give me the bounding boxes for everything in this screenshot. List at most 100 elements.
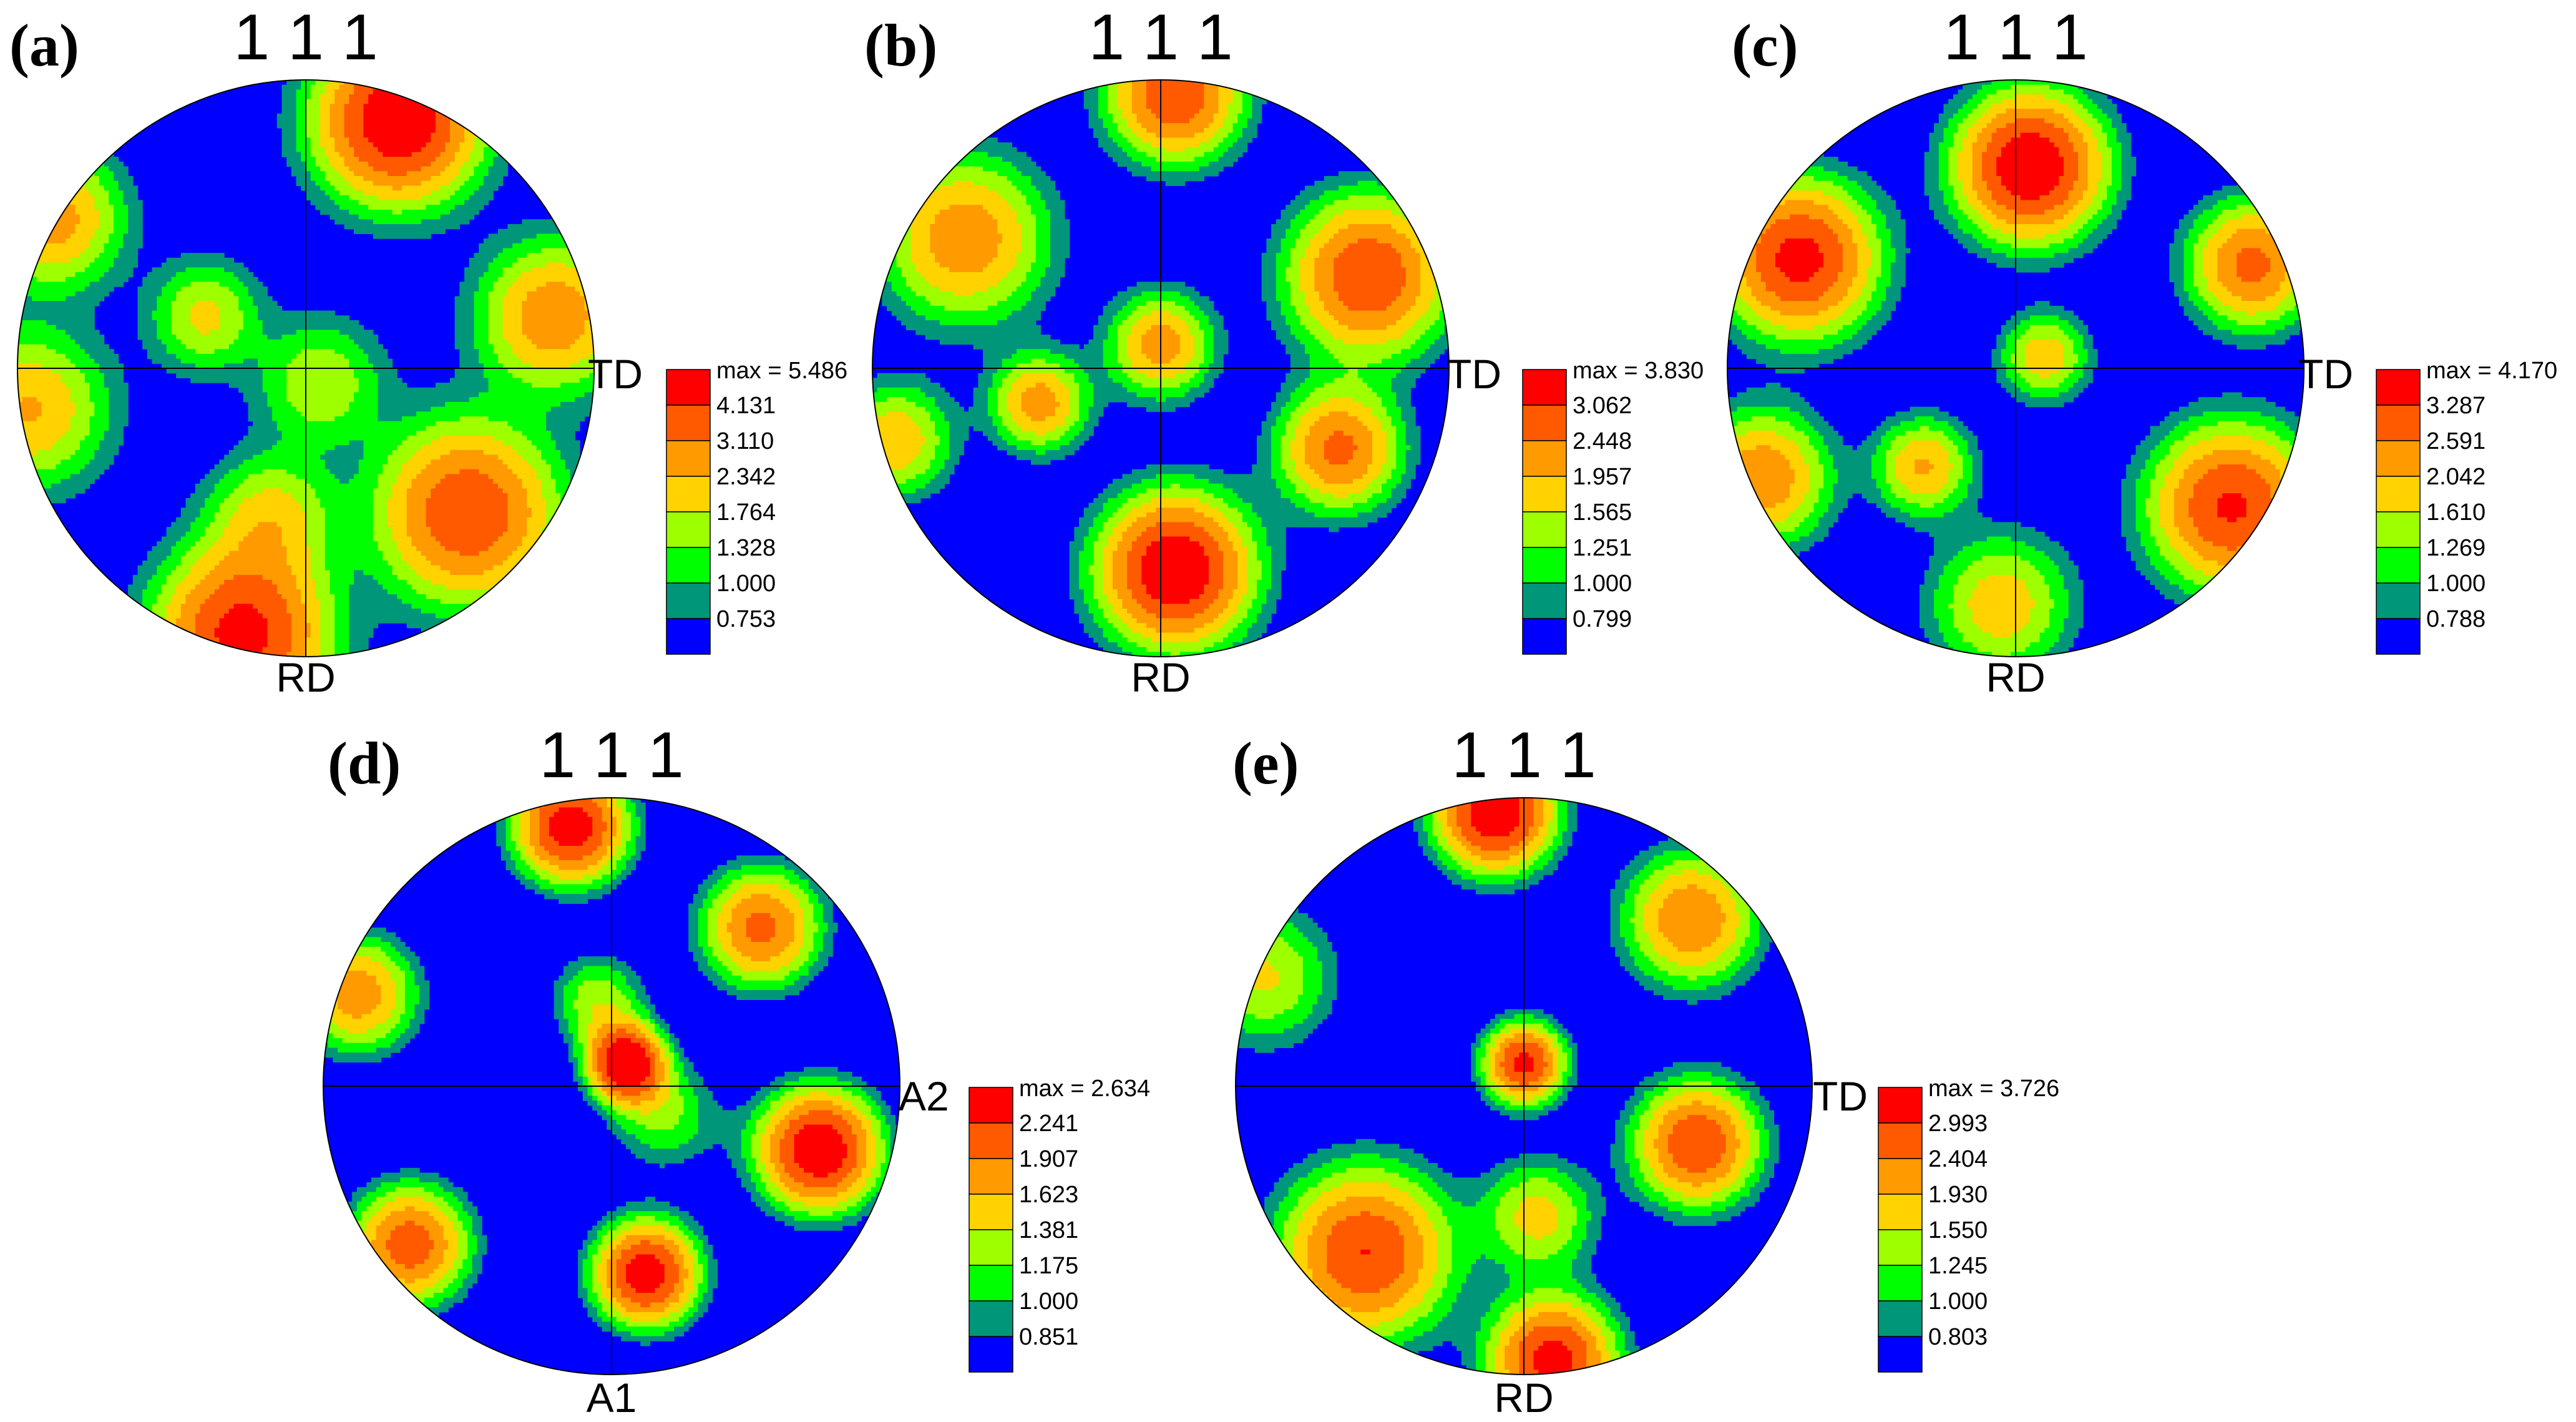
pole-figure-panel: (d) 1 1 1 A2 A1 max = 2.634 2.241 1.907 1.623 1.… <box>323 719 1150 1421</box>
legend-level: 2.591 <box>2426 428 2486 454</box>
legend-swatch <box>1522 582 1567 619</box>
color-legend: max = 5.486 4.131 3.110 2.342 1.764 1.328 1.00… <box>666 358 847 655</box>
axis-label-bottom: A1 <box>587 1375 637 1421</box>
pole-figure-panel: (b) 1 1 1 TD RD max = 3.830 3.062 2.448 1.957 1.… <box>864 1 1704 700</box>
pole-label: 1 1 1 <box>233 1 378 74</box>
axis-label-right: TD <box>1813 1073 1868 1119</box>
legend-level: 0.799 <box>1573 606 1632 632</box>
pole-figure-panel: (a) 1 1 1 TD RD max = 5.486 4.131 3.110 2.342 1.… <box>9 1 847 700</box>
pole-label: 1 1 1 <box>1088 1 1232 74</box>
legend-swatch <box>1522 405 1567 441</box>
legend-swatch <box>968 1265 1013 1302</box>
legend-level: 1.550 <box>1928 1217 1988 1243</box>
panel-label: (d) <box>328 730 401 797</box>
pole-figure-boundary <box>872 79 1450 657</box>
legend-swatch <box>1522 476 1567 512</box>
legend-swatch <box>1878 1336 1923 1373</box>
pole-label: 1 1 1 <box>539 719 683 792</box>
legend-level: 1.764 <box>716 499 776 526</box>
legend-level: 1.175 <box>1019 1253 1078 1279</box>
legend-swatch <box>2376 476 2421 512</box>
legend-level: 0.788 <box>2426 606 2486 632</box>
legend-swatch <box>968 1158 1013 1195</box>
axis-label-bottom: RD <box>1986 654 2045 700</box>
axis-label-bottom: RD <box>1131 654 1190 700</box>
legend-swatch <box>2376 547 2421 584</box>
legend-swatch <box>1878 1265 1923 1302</box>
panel-label: (e) <box>1232 730 1299 797</box>
legend-level: 3.062 <box>1573 393 1632 419</box>
panel-label: (c) <box>1732 12 1798 79</box>
legend-swatch <box>1522 369 1567 406</box>
pole-figure-panel: (c) 1 1 1 TD RD max = 4.170 3.287 2.591 2.042 1.… <box>1727 1 2557 700</box>
legend-swatch <box>2376 405 2421 441</box>
legend-level: 0.803 <box>1928 1324 1988 1350</box>
axis-label-right: A2 <box>899 1073 949 1119</box>
pole-figure-boundary <box>17 79 595 657</box>
legend-swatch <box>1878 1300 1923 1337</box>
legend-swatch <box>968 1229 1013 1266</box>
legend-swatch <box>666 476 711 512</box>
legend-swatch <box>1878 1229 1923 1266</box>
legend-swatch <box>2376 511 2421 548</box>
legend-swatch <box>1878 1087 1923 1124</box>
pole-figure-boundary <box>323 797 900 1375</box>
legend-level: 1.381 <box>1019 1217 1078 1243</box>
color-legend: max = 3.726 2.993 2.404 1.930 1.550 1.245 1.00… <box>1878 1076 2059 1373</box>
legend-swatch <box>666 369 711 406</box>
color-legend: max = 4.170 3.287 2.591 2.042 1.610 1.269 1.00… <box>2376 358 2557 655</box>
legend-level: 1.000 <box>1573 571 1632 597</box>
legend-swatch <box>1522 440 1567 477</box>
legend-swatch <box>968 1122 1013 1159</box>
legend-swatch <box>1878 1194 1923 1230</box>
legend-swatch <box>666 405 711 441</box>
legend-level: 1.610 <box>2426 499 2486 526</box>
legend-swatch <box>968 1087 1013 1124</box>
legend-level: 1.251 <box>1573 535 1632 561</box>
legend-swatch <box>666 618 711 655</box>
pole-figure-boundary <box>1727 79 2305 657</box>
legend-swatch <box>1522 547 1567 584</box>
legend-swatch <box>666 511 711 548</box>
legend-swatch <box>2376 618 2421 655</box>
legend-max: max = 4.170 <box>2426 358 2557 384</box>
legend-level: 4.131 <box>716 393 776 419</box>
panel-label: (a) <box>9 12 79 79</box>
color-legend: max = 2.634 2.241 1.907 1.623 1.381 1.175 1.00… <box>968 1076 1150 1373</box>
legend-swatch <box>2376 440 2421 477</box>
axis-label-right: TD <box>2298 351 2353 397</box>
panel-label: (b) <box>864 12 937 79</box>
pole-label: 1 1 1 <box>1943 1 2087 74</box>
legend-level: 1.245 <box>1928 1253 1988 1279</box>
legend-level: 0.851 <box>1019 1324 1078 1350</box>
legend-swatch <box>2376 582 2421 619</box>
legend-swatch <box>968 1300 1013 1337</box>
axis-label-bottom: RD <box>276 654 335 700</box>
pole-figure-boundary <box>1235 797 1813 1375</box>
axis-label-right: TD <box>1447 351 1501 397</box>
legend-level: 2.042 <box>2426 464 2486 490</box>
legend-swatch <box>968 1194 1013 1230</box>
legend-level: 1.328 <box>716 535 776 561</box>
legend-max: max = 3.830 <box>1573 358 1704 384</box>
legend-swatch <box>1522 618 1567 655</box>
legend-swatch <box>666 582 711 619</box>
legend-swatch <box>968 1336 1013 1373</box>
legend-level: 2.404 <box>1928 1146 1988 1172</box>
legend-swatch <box>2376 369 2421 406</box>
pole-label: 1 1 1 <box>1451 719 1596 792</box>
legend-level: 1.565 <box>1573 499 1632 526</box>
legend-level: 0.753 <box>716 606 776 632</box>
pole-figure-panels: (a) 1 1 1 TD RD max = 5.486 4.131 3.110 2.342 1.… <box>9 1 2557 1421</box>
legend-level: 1.000 <box>716 571 776 597</box>
legend-level: 2.342 <box>716 464 776 490</box>
legend-level: 1.000 <box>1019 1288 1078 1315</box>
legend-level: 1.623 <box>1019 1182 1078 1208</box>
legend-swatch <box>1878 1158 1923 1195</box>
axis-label-bottom: RD <box>1494 1375 1553 1421</box>
legend-level: 3.287 <box>2426 393 2486 419</box>
legend-level: 1.000 <box>1928 1288 1988 1315</box>
legend-level: 1.907 <box>1019 1146 1078 1172</box>
color-legend: max = 3.830 3.062 2.448 1.957 1.565 1.251 1.00… <box>1522 358 1704 655</box>
